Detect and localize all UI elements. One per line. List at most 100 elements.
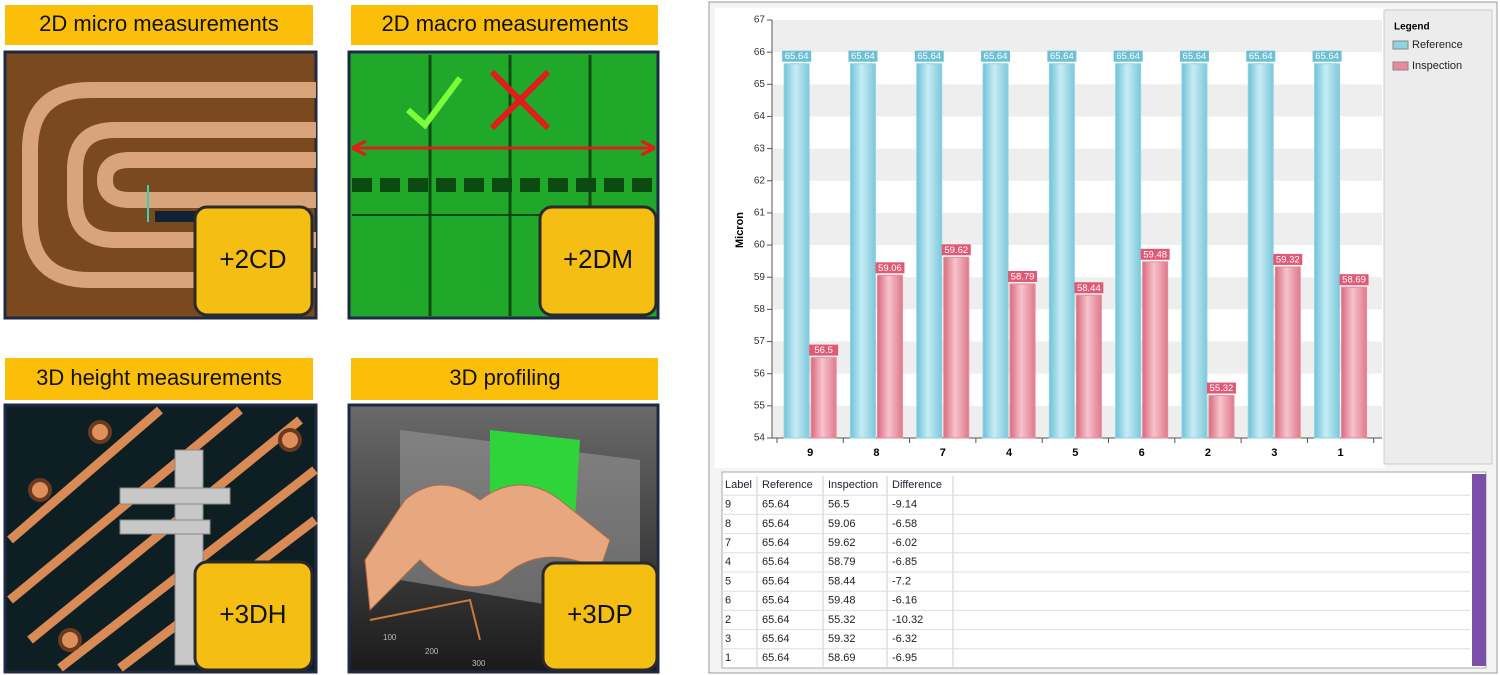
value-label-box	[809, 344, 839, 356]
badge: +3DP	[567, 599, 633, 629]
table-cell: -7.2	[892, 575, 911, 587]
badge: +2DM	[563, 244, 633, 274]
bar	[1181, 63, 1208, 439]
value-label: 65.64	[917, 51, 941, 62]
value-label-box	[1008, 270, 1038, 282]
badge-box	[193, 205, 314, 317]
bar	[982, 63, 1009, 439]
arrow	[351, 139, 656, 157]
x-tick-label: 6	[1139, 447, 1145, 459]
table-cell: 59.06	[828, 518, 856, 530]
value-label-box	[1273, 253, 1303, 265]
value-label: 59.32	[1276, 254, 1300, 265]
table-cell: 6	[725, 595, 731, 607]
table-header: Label	[725, 479, 752, 491]
value-label: 65.64	[1116, 51, 1140, 62]
bar	[1247, 63, 1274, 439]
table-cell: 65.64	[762, 614, 790, 626]
legend-label: Reference	[1412, 39, 1463, 51]
table-cell: -6.16	[892, 595, 917, 607]
bar	[1048, 63, 1075, 439]
y-tick-label: 59	[754, 272, 766, 283]
panel-title: 3D height measurements	[36, 365, 282, 390]
legend-title: Legend	[1394, 22, 1430, 33]
value-label: 65.64	[851, 51, 875, 62]
panel: 2D macro measurements +2DM	[347, 5, 660, 320]
panel-title-box	[351, 5, 658, 45]
x-tick-label: 5	[1072, 447, 1078, 459]
y-tick-label: 55	[754, 400, 766, 411]
value-label-box	[848, 50, 878, 62]
value-label-box	[1113, 50, 1143, 62]
panel: 2D micro measurements +2CD	[3, 5, 318, 320]
table-cell: 56.5	[828, 499, 849, 511]
panel-title-box	[351, 358, 658, 400]
x-tick-label: 7	[940, 447, 946, 459]
table-cell: 55.32	[828, 614, 856, 626]
table-header: Difference	[892, 479, 942, 491]
bar	[1009, 283, 1036, 439]
value-label: 55.32	[1210, 383, 1234, 394]
x-tick-label: 1	[1337, 447, 1343, 459]
table-cell: -6.85	[892, 556, 917, 568]
value-label: 58.69	[1342, 275, 1366, 286]
table-cell: 65.64	[762, 595, 790, 607]
grid-band	[772, 20, 1382, 53]
value-label-box	[941, 244, 971, 256]
table-cell: 5	[725, 575, 731, 587]
data-table: Label Reference Inspection Difference 9 65.64…	[722, 476, 1470, 668]
y-tick-label: 66	[754, 47, 766, 58]
badge: +2CD	[219, 244, 286, 274]
legend-swatch	[1392, 40, 1409, 50]
y-tick-label: 58	[754, 304, 766, 315]
y-tick-label: 61	[754, 208, 766, 219]
y-tick-label: 56	[754, 368, 766, 379]
table-cell: 58.44	[828, 575, 856, 587]
pads	[28, 420, 302, 652]
value-label: 65.64	[1183, 51, 1207, 62]
table-cell: 3	[725, 633, 731, 645]
value-label-box	[981, 50, 1011, 62]
value-label: 59.48	[1143, 249, 1167, 260]
table-cell: 58.79	[828, 556, 856, 568]
bar	[1274, 266, 1301, 439]
value-label-box	[1312, 50, 1342, 62]
value-label: 65.64	[1315, 51, 1339, 62]
y-tick-label: 63	[754, 143, 766, 154]
table-cell: -6.58	[892, 518, 917, 530]
value-label-box	[1047, 50, 1077, 62]
x-tick-label: 8	[873, 447, 879, 459]
value-label-box	[1074, 282, 1104, 294]
y-axis-label: Micron	[734, 212, 746, 248]
table-cell: -6.32	[892, 633, 917, 645]
badge: +3DH	[219, 599, 286, 629]
y-tick-label: 64	[754, 111, 766, 122]
bar	[1142, 261, 1169, 439]
badge-box	[541, 561, 659, 672]
table-cell: 7	[725, 537, 731, 549]
bar	[876, 274, 903, 439]
value-label-box	[1246, 50, 1276, 62]
panel-title: 3D profiling	[449, 365, 560, 390]
table-cell: -6.95	[892, 652, 917, 664]
traces	[22, 82, 316, 288]
value-label: 65.64	[785, 51, 809, 62]
scrollbar[interactable]	[1472, 474, 1486, 666]
table-cell: 1	[725, 652, 731, 664]
value-label: 58.79	[1011, 271, 1035, 282]
value-label: 59.06	[878, 263, 902, 274]
x-tick-label: 4	[1006, 447, 1013, 459]
table-cell: 4	[725, 556, 731, 568]
table-cell: 65.64	[762, 518, 790, 530]
x-tick-label: 2	[1205, 447, 1211, 459]
value-label: 56.5	[814, 345, 833, 356]
axis-label: 100	[383, 633, 397, 642]
bar	[1208, 395, 1235, 439]
y-tick-label: 60	[754, 240, 766, 251]
table-cell: 65.64	[762, 575, 790, 587]
value-label: 58.44	[1077, 283, 1101, 294]
bar	[943, 256, 970, 439]
table-cell: 2	[725, 614, 731, 626]
bar	[810, 357, 837, 439]
legend-panel	[1383, 9, 1493, 465]
